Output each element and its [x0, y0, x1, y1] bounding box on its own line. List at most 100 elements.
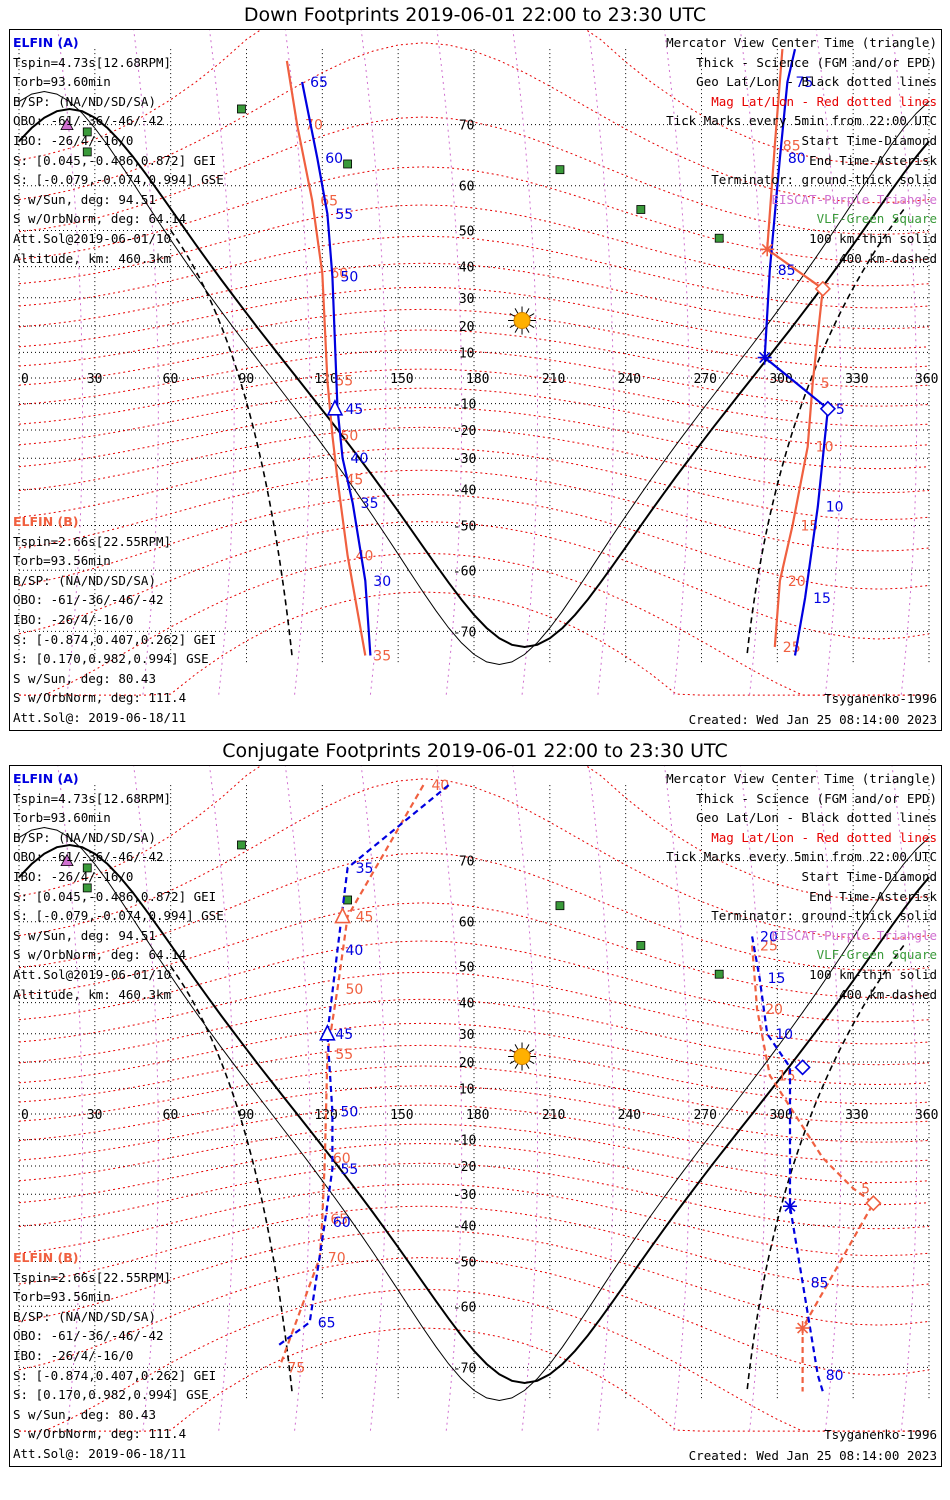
elfin-info-line: OBO: -61/-36/-46/-42 [13, 1328, 164, 1344]
lon-tick-label: 0 [21, 372, 29, 387]
mag-parallel [19, 552, 929, 696]
elfin-info-line: S: [0.045,-0.486,0.872] GEI [13, 888, 217, 904]
lon-tick-label: 120 [314, 372, 337, 387]
mag-meridian [891, 30, 918, 696]
sun-ray [528, 324, 535, 328]
sun-ray [514, 327, 519, 333]
elfin-b-track-tick-label: 70 [328, 1251, 346, 1267]
elfin-a-track-east-tick-label: 75 [795, 75, 813, 91]
sun-ray [528, 1049, 535, 1053]
elfin-a-track-tick-label: 55 [340, 1162, 358, 1178]
elfin-b-track-east-tick-label: 5 [861, 1181, 870, 1197]
lat-tick-label: 70 [459, 119, 475, 134]
elfin-b-track-tick-label: 70 [305, 118, 323, 134]
mag-parallel [18, 116, 930, 235]
legend-item: Mercator View Center Time (triangle) [666, 35, 937, 50]
elfin-a-track-tick-label: 60 [325, 151, 343, 167]
elfin-info-line: Tspin=4.73s[12.68RPM] [13, 790, 172, 806]
legend-item: 400 km-dashed [839, 986, 937, 1002]
lat-tick-label: 20 [459, 1056, 475, 1071]
mag-meridian [588, 30, 614, 696]
mag-meridian [360, 766, 387, 1432]
legend-item: End Time-Asterisk [809, 888, 937, 904]
legend-item: Terminator: ground-thick solid [711, 172, 937, 188]
elfin-a-track-tick-label: 60 [333, 1215, 351, 1231]
lat-tick-label: 30 [459, 292, 475, 307]
elfin-b-track-tick-label: 65 [330, 1212, 348, 1228]
lon-tick-label: 270 [694, 1108, 717, 1123]
elfin-info-line: Altitude, km: 460.3km [13, 986, 172, 1002]
elfin-b-track-tick-label: 60 [333, 1151, 351, 1167]
mag-parallel [18, 766, 930, 901]
mag-meridian [284, 766, 311, 1432]
elfin-a-track-east-tick-label: 15 [813, 591, 831, 607]
lat-tick-label: 30 [459, 1028, 475, 1043]
vlf-station-square [82, 127, 92, 137]
map-svg-down: 0 30 60 90 120 150 180 210 240 270 300 330 360706050… [18, 30, 938, 696]
mag-meridian [209, 30, 235, 696]
mag-meridian [739, 30, 766, 696]
elfin-info-line: IBO: -26/4/-16/0 [13, 132, 134, 148]
elfin-info-line: Att.Sol@: 2019-06-18/11 [13, 709, 187, 725]
mag-parallel [18, 1142, 930, 1206]
lat-tick-label: -60 [453, 564, 476, 579]
elfin-b-track [285, 60, 367, 656]
legend-item: EISCAT-Purple Triangle [771, 927, 937, 943]
elfin-info-line: Altitude: 460.7km [13, 1464, 216, 1467]
legend-item: Mag Lat/Lon - Red dotted lines [711, 93, 937, 109]
vlf-station-square [636, 941, 646, 950]
lat-tick-label: 50 [459, 224, 475, 239]
legend-item: EISCAT-Purple Triangle [771, 191, 937, 207]
elfin-b-track-tick-label: 40 [356, 549, 374, 565]
mag-parallel [18, 998, 930, 1066]
lat-tick-label: -50 [453, 520, 476, 535]
elfin-b-end-asterisk [795, 1321, 810, 1336]
elfin-info-line: S: [0.170,0.982,0.994] GSE [13, 651, 209, 667]
elfin-b-end-asterisk [760, 242, 775, 257]
lat-tick-label: -60 [453, 1300, 476, 1315]
elfin-a-track-tick-label: 40 [351, 451, 369, 467]
lat-tick-label: 10 [459, 346, 475, 361]
lon-tick-label: 300 [769, 372, 792, 387]
elfin-b-track-east-tick-label: 20 [788, 574, 806, 590]
mag-meridian [209, 766, 235, 1432]
lon-tick-label: 60 [163, 372, 179, 387]
legend-item: End Time-Asterisk [809, 152, 937, 168]
elfin-info-line: Tspin=2.66s[22.55RPM] [13, 533, 172, 549]
elfin-a-end-asterisk-stroke [784, 1200, 796, 1212]
mag-parallel [18, 286, 930, 350]
elfin-header: ELFIN (B) [13, 1250, 79, 1265]
elfin-info-line: S: [0.045,-0.486,0.872] GEI [13, 152, 217, 168]
lon-tick-label: 150 [390, 372, 413, 387]
sun-ray [509, 1060, 516, 1064]
elfin-info-line: Altitude, km: 460.3km [13, 250, 172, 266]
terminator-400km-west [170, 965, 293, 1392]
elfin-info-line: Tspin=2.66s[22.55RPM] [13, 1269, 172, 1285]
legend-item: 400 km-dashed [839, 250, 937, 266]
lon-tick-label: 30 [87, 372, 103, 387]
terminator-ground [18, 107, 930, 649]
elfin-a-track-tick-label: 50 [340, 1104, 358, 1120]
elfin-a-track-tick-label: 40 [346, 943, 364, 959]
lon-tick-label: 180 [466, 372, 489, 387]
vlf-station-square [555, 901, 565, 911]
elfin-b-start-diamond [814, 280, 831, 297]
elfin-a-track-east-tick-label: 85 [811, 1276, 829, 1292]
elfin-info-line: S w/Sun, deg: 80.43 [13, 670, 156, 686]
mag-parallel [18, 329, 930, 388]
lon-tick-label: 60 [163, 1108, 179, 1123]
elfin-a-track-tick-label: 55 [335, 207, 353, 223]
elfin-info-line: S: [-0.874,0.407,0.262] GEI [13, 631, 217, 647]
elfin-header: ELFIN (B) [13, 514, 79, 529]
mag-parallel [19, 591, 929, 696]
elfin-b-start-diamond [865, 1195, 882, 1212]
mag-parallel [18, 262, 930, 330]
elfin-b-track-east-tick-label: 25 [760, 938, 778, 954]
elfin-a-end-asterisk [782, 1199, 797, 1214]
elfin-header: ELFIN (A) [13, 771, 79, 786]
elfin-a-start-diamond [794, 1059, 811, 1076]
sun-ray [525, 1063, 530, 1069]
elfin-b-track-tick-label: 75 [287, 1360, 305, 1376]
lon-tick-label: 240 [618, 372, 641, 387]
legend-item: VLF-Green Square [816, 947, 937, 963]
